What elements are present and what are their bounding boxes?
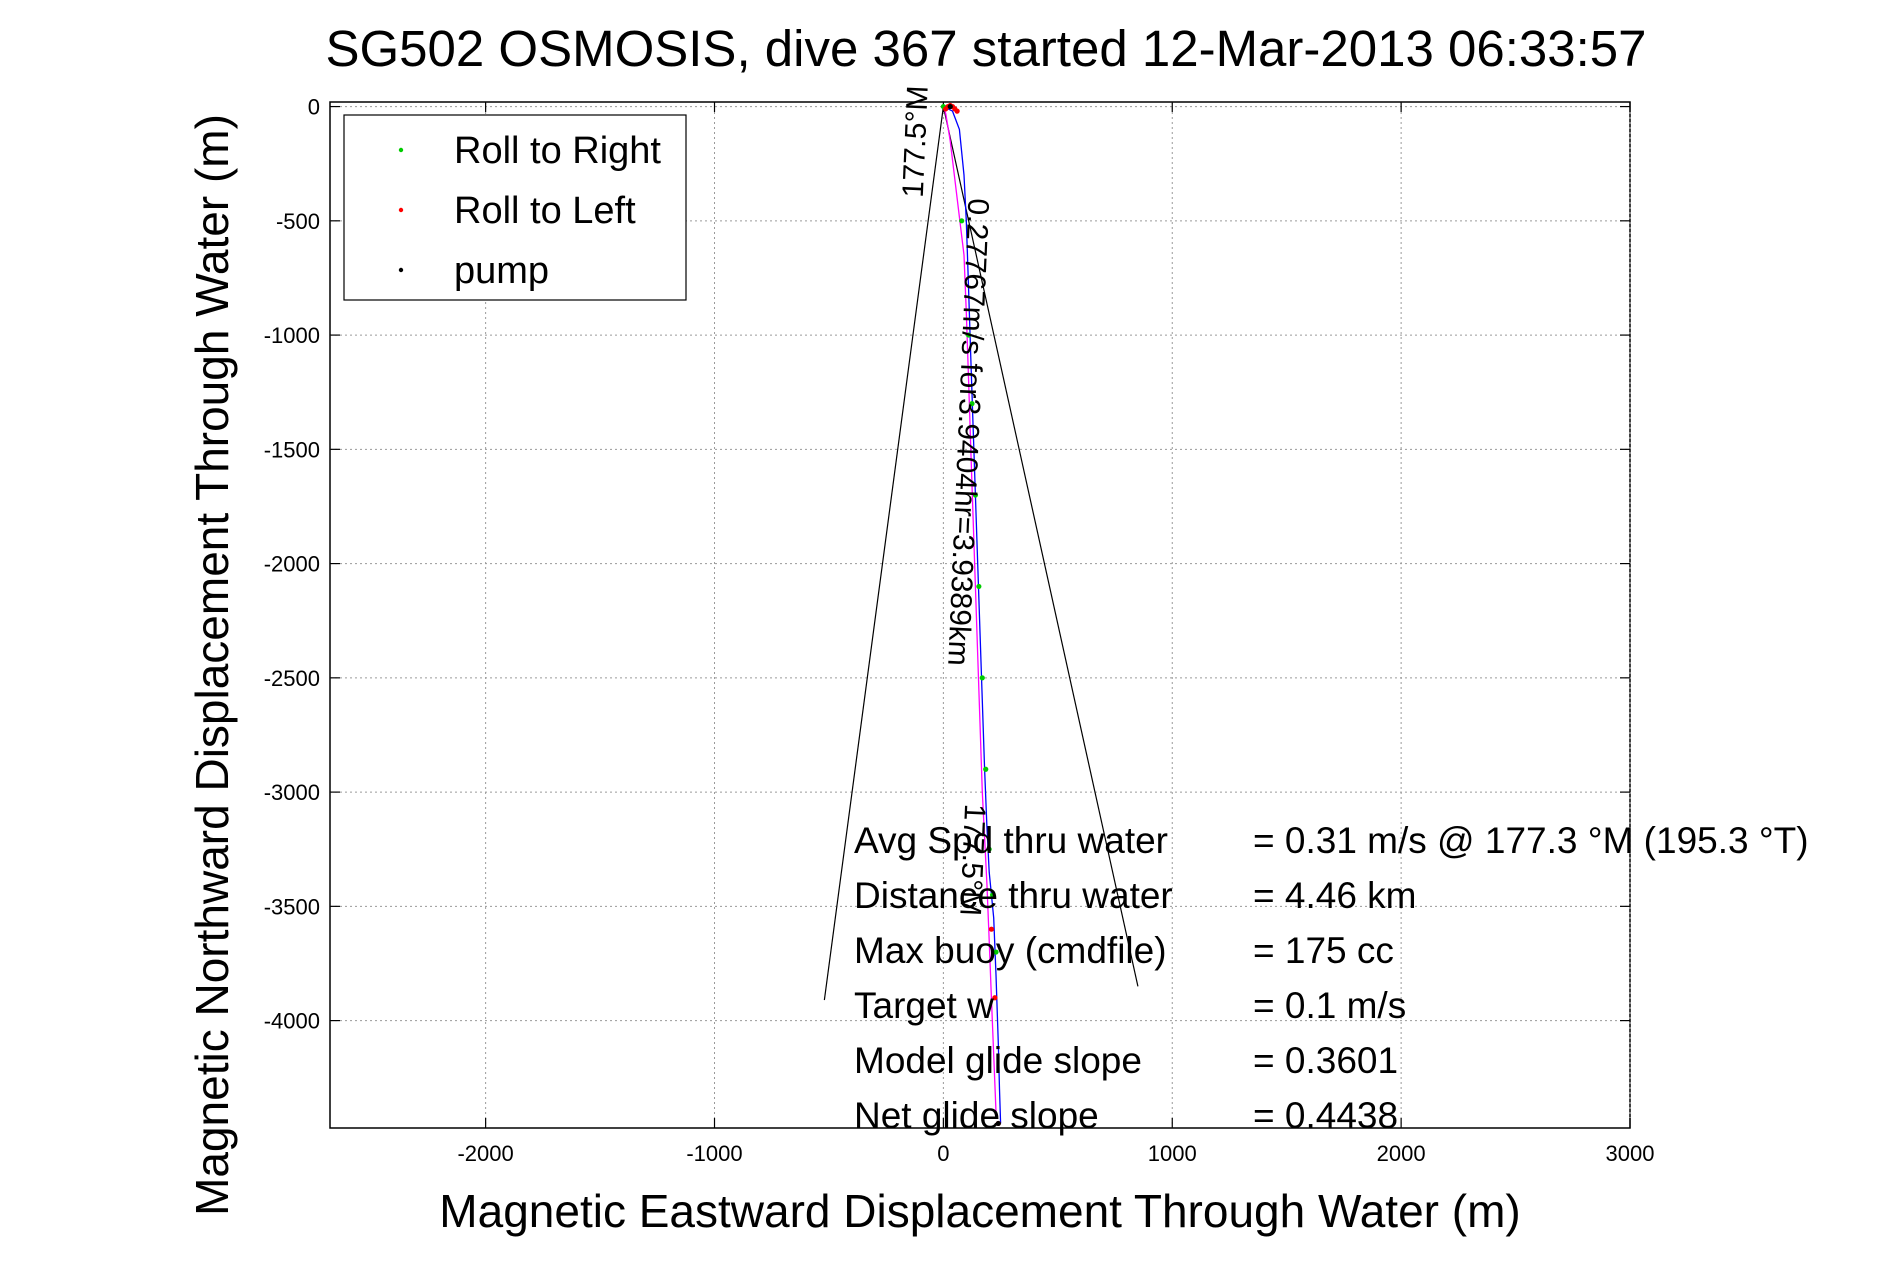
series-lines — [942, 106, 1002, 1124]
y-tick-label: -2000 — [264, 552, 320, 577]
x-tick-label: -2000 — [457, 1141, 513, 1166]
roll-right-point — [959, 218, 965, 224]
stat-label: Avg Spd thru water — [854, 820, 1168, 861]
legend-marker — [398, 147, 404, 153]
rotated-annotation: 177.5°M — [953, 803, 991, 916]
stat-label: Distance thru water — [854, 875, 1173, 916]
stat-value: = 4.46 km — [1253, 875, 1417, 916]
legend-marker — [398, 267, 404, 273]
y-axis-label: Magnetic Northward Displacement Through … — [186, 114, 238, 1216]
y-tick-label: -1500 — [264, 437, 320, 462]
roll-left-point — [988, 926, 995, 932]
x-tick-label: 0 — [937, 1141, 949, 1166]
roll-right-point — [972, 492, 979, 498]
stat-label: Target w — [854, 985, 994, 1026]
x-tick-label: 2000 — [1377, 1141, 1426, 1166]
x-axis-ticks: -2000 -1000 0 1000 2000 3000 — [457, 102, 1654, 1166]
roll-right-point — [979, 675, 985, 681]
marker-points — [940, 102, 1001, 1127]
heading-wedge-line — [823, 106, 944, 1001]
y-tick-label: -1000 — [264, 323, 320, 348]
heading-wedge — [823, 106, 1139, 1001]
chart-title: SG502 OSMOSIS, dive 367 started 12-Mar-2… — [325, 20, 1646, 77]
stat-value: = 0.3601 — [1253, 1040, 1398, 1081]
roll-left-point — [954, 108, 960, 114]
y-tick-label: 0 — [308, 95, 320, 120]
roll-right-point — [969, 401, 975, 407]
series-line — [942, 106, 997, 1113]
y-tick-label: -500 — [276, 209, 320, 234]
y-tick-label: -3000 — [264, 780, 320, 805]
x-axis-label: Magnetic Eastward Displacement Through W… — [439, 1185, 1520, 1237]
stat-label: Net glide slope — [854, 1095, 1099, 1136]
heading-wedge-line — [942, 106, 1139, 987]
pump-point — [995, 1120, 1001, 1127]
stat-label: Max buoy (cmdfile) — [854, 930, 1167, 971]
roll-right-point — [976, 583, 982, 590]
y-tick-label: -4000 — [264, 1009, 320, 1034]
stats-annotations: Avg Spd thru water = 0.31 m/s @ 177.3 °M … — [854, 820, 1809, 1136]
series-line — [943, 106, 1002, 1124]
stat-value: = 175 cc — [1253, 930, 1394, 971]
roll-right-point — [986, 846, 992, 852]
x-tick-label: -1000 — [686, 1141, 742, 1166]
stat-value: = 0.1 m/s — [1253, 985, 1406, 1026]
rotated-annotation: 177.5°M — [897, 85, 935, 198]
legend-label: pump — [454, 250, 549, 292]
stat-label: Model glide slope — [854, 1040, 1142, 1081]
legend: Roll to Right Roll to Left pump — [343, 114, 687, 301]
legend-label: Roll to Right — [454, 130, 661, 172]
roll-right-point — [993, 949, 999, 955]
x-tick-label: 1000 — [1148, 1141, 1197, 1166]
roll-right-point — [989, 892, 996, 898]
roll-right-point — [983, 766, 989, 772]
y-tick-label: -2500 — [264, 666, 320, 691]
legend-label: Roll to Left — [454, 190, 636, 232]
roll-right-point — [965, 332, 972, 338]
x-tick-label: 3000 — [1606, 1141, 1655, 1166]
stat-value: = 0.31 m/s @ 177.3 °M (195.3 °T) — [1253, 820, 1809, 861]
legend-marker — [398, 207, 404, 213]
stat-value: = 0.4438 — [1253, 1095, 1398, 1136]
pump-point — [947, 103, 953, 110]
y-axis-ticks: 0 -500 -1000 -1500 -2000 -2500 -3000 -3500 -4000 — [264, 95, 1630, 1034]
y-tick-label: -3500 — [264, 894, 320, 919]
roll-left-point — [992, 995, 998, 1001]
